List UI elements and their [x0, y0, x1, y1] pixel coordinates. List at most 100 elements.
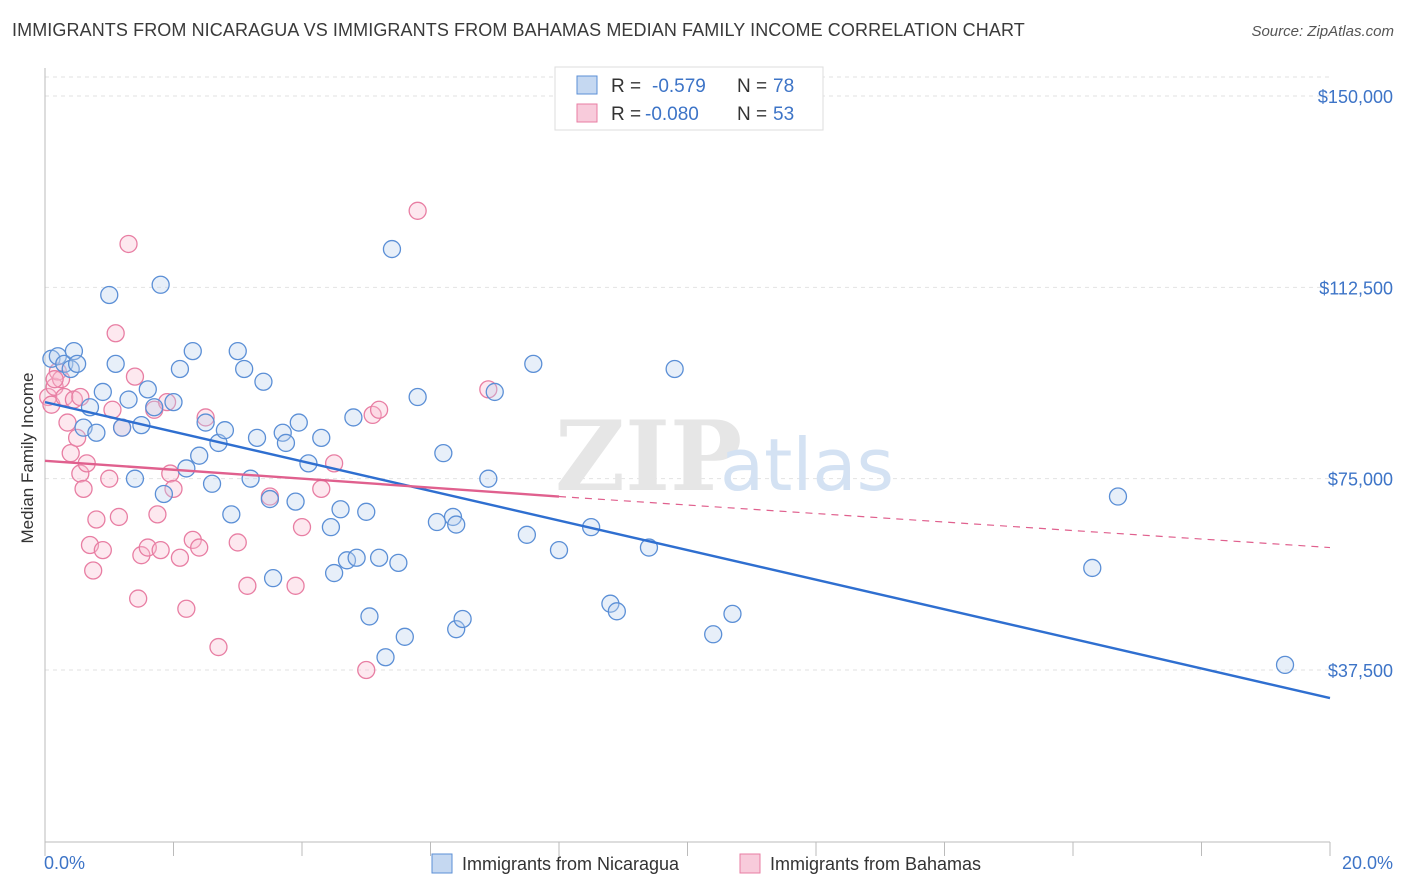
legend-box: R = -0.579 N = 78 R = -0.080 N = 53: [554, 66, 824, 131]
nicaragua-point-44: [324, 563, 344, 583]
nicaragua-point-24: [190, 446, 209, 465]
nicaragua-point-48: [347, 548, 366, 567]
nicaragua-point-47: [344, 408, 363, 427]
bahamas-point-41: [286, 576, 305, 595]
legend-r-value-1: -0.579: [652, 76, 706, 97]
watermark-zip: ZIP: [555, 400, 742, 513]
nicaragua-point-38: [276, 433, 296, 453]
y-tick-label-1: $75,000: [1328, 470, 1393, 490]
x-tick-label-1: 20.0%: [1342, 853, 1393, 873]
nicaragua-point-30: [228, 341, 247, 361]
nicaragua-point-49: [357, 502, 376, 521]
bahamas-point-50: [45, 370, 64, 389]
nicaragua-point-29: [222, 505, 241, 524]
nicaragua-point-28: [215, 421, 235, 440]
legend-swatch-pink: [576, 103, 598, 123]
legend-swatch-blue: [576, 75, 598, 95]
axes: [44, 68, 1331, 856]
trend-lines: [44, 400, 1331, 700]
bahamas-point-14: [87, 510, 106, 529]
nicaragua-point-22: [177, 459, 196, 478]
nicaragua-point-61: [447, 515, 466, 534]
legend-n-label-2: N =: [737, 104, 767, 125]
bahamas-point-7: [61, 444, 80, 463]
nicaragua-point-18: [151, 275, 170, 294]
nicaragua-point-25: [196, 413, 215, 432]
legend-n-value-1: 78: [773, 76, 794, 97]
bahamas-point-6: [58, 413, 77, 432]
nicaragua-point-64: [485, 382, 504, 402]
bottom-legend-label-bahamas: Immigrants from Bahamas: [770, 854, 981, 874]
nicaragua-point-10: [100, 285, 119, 305]
bahamas-point-38: [228, 533, 247, 552]
nicaragua-point-66: [524, 354, 543, 374]
bahamas-point-48: [408, 201, 427, 220]
bahamas-point-31: [164, 479, 183, 499]
nicaragua-point-63: [479, 469, 498, 488]
nicaragua-point-14: [125, 469, 145, 488]
series-bahamas-points: [39, 201, 498, 680]
nicaragua-point-39: [286, 492, 305, 511]
nicaragua-point-57: [427, 512, 447, 532]
y-tick-label-0: $37,500: [1328, 661, 1393, 681]
nicaragua-point-17: [145, 398, 164, 417]
bahamas-point-8: [67, 428, 87, 447]
bottom-legend: Immigrants from Nicaragua Immigrants fro…: [431, 853, 981, 874]
bahamas-point-36: [196, 408, 215, 427]
nicaragua-point-43: [321, 517, 341, 537]
nicaragua-point-45: [331, 500, 350, 519]
nicaragua-point-9: [93, 382, 112, 402]
nicaragua-point-26: [202, 474, 222, 493]
nicaragua-point-8: [87, 423, 106, 442]
nicaragua-point-72: [665, 359, 684, 379]
nicaragua-point-23: [183, 341, 202, 361]
bahamas-point-28: [151, 540, 170, 560]
nicaragua-point-19: [154, 484, 174, 504]
nicaragua-point-62: [453, 609, 472, 629]
nicaragua-point-36: [263, 569, 283, 588]
nicaragua-point-40: [289, 413, 308, 432]
bahamas-point-30: [161, 464, 180, 483]
bahamas-point-47: [369, 400, 389, 419]
bahamas-point-43: [312, 479, 331, 499]
bahamas-point-45: [357, 660, 376, 680]
nicaragua-point-51: [369, 548, 389, 567]
bahamas-point-35: [190, 538, 209, 557]
nicaragua-point-32: [241, 469, 260, 488]
nicaragua-point-55: [395, 627, 414, 646]
source-label: Source: ZipAtlas.com: [1251, 23, 1394, 40]
trend-line-bahamas: [44, 459, 560, 498]
nicaragua-point-52: [376, 648, 395, 667]
nicaragua-point-70: [607, 602, 626, 621]
nicaragua-point-50: [360, 607, 379, 626]
bahamas-point-23: [129, 589, 148, 608]
bahamas-point-15: [93, 540, 112, 560]
bahamas-point-39: [238, 576, 257, 595]
bahamas-point-27: [148, 505, 167, 524]
nicaragua-point-54: [389, 553, 408, 573]
nicaragua-point-73: [704, 625, 723, 644]
nicaragua-point-42: [312, 428, 331, 447]
legend-n-value-2: 53: [773, 104, 794, 125]
nicaragua-point-60: [447, 620, 466, 639]
bottom-legend-label-nicaragua: Immigrants from Nicaragua: [462, 854, 680, 874]
legend-r-label-2: R =: [611, 104, 641, 125]
bahamas-point-10: [74, 479, 93, 499]
nicaragua-point-34: [254, 372, 273, 391]
x-tick-label-0: 0.0%: [44, 853, 85, 873]
nicaragua-point-67: [549, 540, 569, 560]
y-tick-label-3: $150,000: [1318, 87, 1393, 107]
nicaragua-point-58: [434, 444, 453, 463]
chart-title: IMMIGRANTS FROM NICARAGUA VS IMMIGRANTS …: [12, 20, 1025, 40]
nicaragua-point-53: [382, 239, 402, 259]
trend-line-nicaragua: [44, 400, 1331, 700]
bahamas-point-13: [84, 561, 103, 580]
nicaragua-point-65: [517, 525, 537, 544]
y-tick-labels: $37,500 $75,000 $112,500 $150,000: [1318, 87, 1393, 681]
bahamas-point-19: [109, 507, 129, 527]
nicaragua-point-37: [273, 423, 292, 442]
bottom-legend-swatch-blue: [431, 853, 453, 874]
nicaragua-point-20: [164, 392, 183, 412]
nicaragua-point-33: [247, 428, 267, 447]
